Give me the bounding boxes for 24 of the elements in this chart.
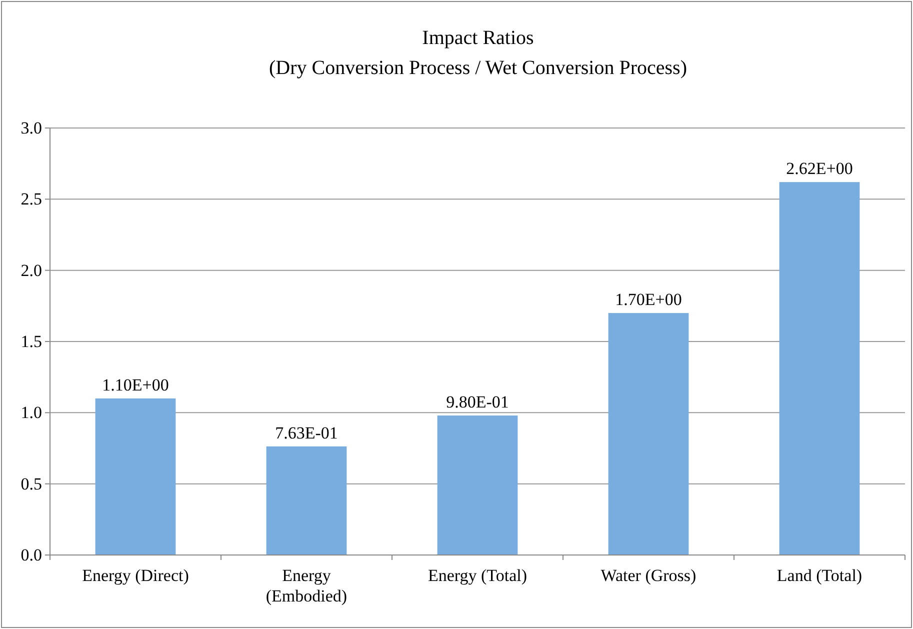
x-tick-label: Energy (Embodied) [266, 566, 348, 606]
chart-title: Impact Ratios [422, 27, 534, 49]
data-label: 1.10E+00 [102, 375, 169, 394]
data-label: 1.70E+00 [615, 290, 682, 310]
x-tick-label: Water (Gross) [600, 566, 696, 585]
data-label: 2.62E+00 [786, 159, 853, 178]
data-label: 7.63E-01 [275, 423, 338, 442]
y-tick-label: 1.5 [20, 332, 42, 351]
x-tick-label: Land (Total) [776, 566, 862, 585]
x-tick-label: Energy (Direct) [82, 566, 189, 585]
bar [437, 416, 518, 555]
y-tick-label: 3.0 [20, 118, 42, 138]
bar [95, 398, 176, 555]
y-tick-label: 0.0 [20, 545, 42, 564]
y-tick-label: 1.0 [20, 403, 42, 422]
y-tick-label: 0.5 [20, 474, 42, 494]
y-tick-label: 2.5 [20, 190, 42, 209]
bar [266, 446, 347, 555]
chart-subtitle: (Dry Conversion Process / Wet Conversion Process) [269, 57, 687, 79]
data-label: 9.80E-01 [446, 392, 509, 412]
x-tick-label: Energy (Total) [428, 566, 528, 585]
bar [608, 313, 689, 555]
bar [779, 182, 860, 555]
y-tick-label: 2.0 [20, 260, 42, 280]
